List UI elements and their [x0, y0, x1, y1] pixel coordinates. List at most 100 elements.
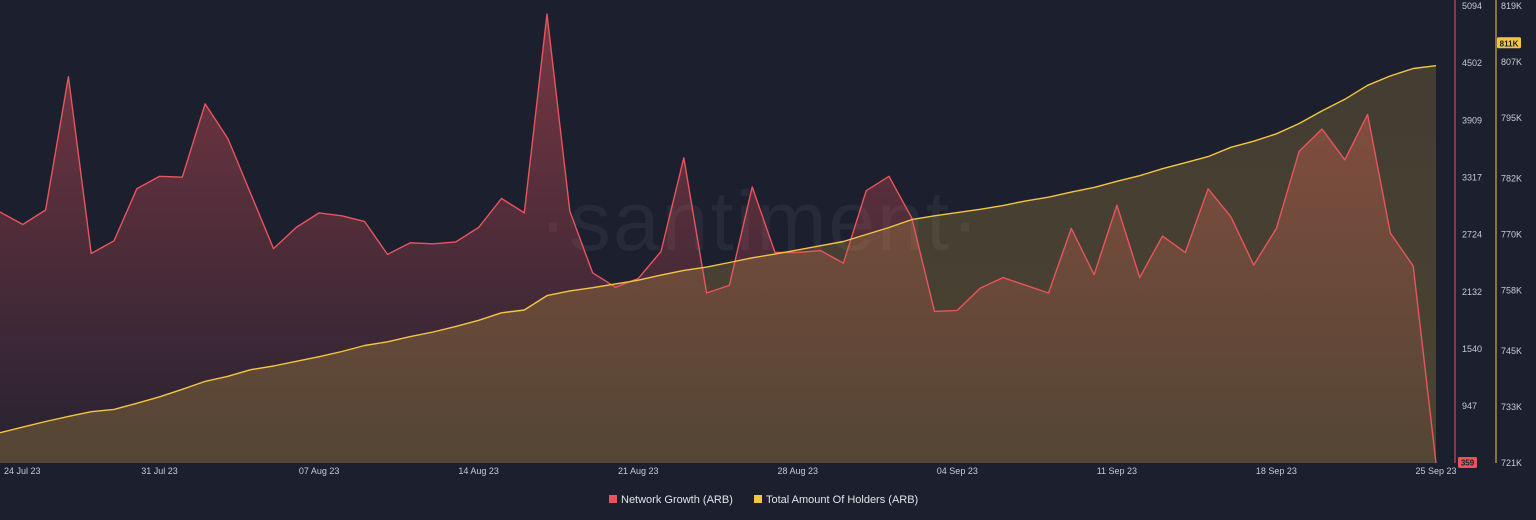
- network-growth-point: [751, 186, 753, 188]
- total-holders-point: [272, 365, 274, 367]
- total-holders-line: [0, 65, 1437, 434]
- right-axis-tick: 745K: [1501, 346, 1522, 356]
- network-growth-point: [1047, 292, 1049, 294]
- total-holders-point: [637, 279, 639, 281]
- total-holders-point: [1184, 161, 1186, 163]
- total-holders-point: [181, 388, 183, 390]
- total-holders-point: [797, 249, 799, 251]
- network-growth-point: [1002, 276, 1004, 278]
- total-holders-point: [363, 344, 365, 346]
- network-growth-point: [477, 226, 479, 228]
- network-growth-point: [341, 215, 343, 217]
- total-holders-point: [1002, 204, 1004, 206]
- network-growth-point: [432, 243, 434, 245]
- legend-swatch-network-growth: [609, 495, 617, 503]
- network-growth-point: [842, 262, 844, 264]
- network-growth-point: [614, 286, 616, 288]
- total-holders-point: [1275, 133, 1277, 135]
- total-holders-point: [1412, 67, 1414, 69]
- total-holders-point: [44, 420, 46, 422]
- total-holders-point: [751, 257, 753, 259]
- network-growth-point: [44, 209, 46, 211]
- total-holders-point: [1138, 175, 1140, 177]
- network-growth-point: [705, 292, 707, 294]
- network-growth-point: [1230, 216, 1232, 218]
- total-holders-point: [933, 215, 935, 217]
- total-holders-point: [774, 253, 776, 255]
- total-holders-point: [614, 283, 616, 285]
- network-growth-point: [1184, 251, 1186, 253]
- network-growth-point: [136, 188, 138, 190]
- left-axis-tick: 1540: [1462, 344, 1482, 354]
- total-holders-point: [888, 226, 890, 228]
- total-holders-point: [1435, 64, 1437, 66]
- total-holders-point: [1047, 196, 1049, 198]
- legend-label-total-holders: Total Amount Of Holders (ARB): [766, 494, 918, 506]
- network-growth-point: [1093, 273, 1095, 275]
- plot-area: [0, 13, 1437, 464]
- network-growth-point: [158, 175, 160, 177]
- network-growth-point: [1138, 276, 1140, 278]
- network-growth-point: [797, 251, 799, 253]
- left-axis-tick: 2724: [1462, 230, 1482, 240]
- total-holders-point: [1321, 110, 1323, 112]
- network-growth-point: [569, 210, 571, 212]
- right-axis-tick: 770K: [1501, 230, 1522, 240]
- total-holders-point: [1344, 98, 1346, 100]
- total-holders-point: [979, 208, 981, 210]
- total-holders-point: [295, 360, 297, 362]
- network-growth-point: [1298, 150, 1300, 152]
- total-holders-point: [1230, 146, 1232, 148]
- total-holders-point: [136, 402, 138, 404]
- left-current-badge: [1458, 457, 1477, 468]
- x-axis-tick: 24 Jul 23: [4, 466, 41, 476]
- x-axis-tick: 21 Aug 23: [618, 466, 659, 476]
- left-current-value: 359: [1461, 459, 1475, 468]
- network-growth-point: [409, 242, 411, 244]
- network-growth-point: [683, 157, 685, 159]
- network-growth-point: [1207, 188, 1209, 190]
- total-holders-point: [1093, 186, 1095, 188]
- total-holders-point: [956, 211, 958, 213]
- total-holders-point: [113, 408, 115, 410]
- network-growth-point: [819, 249, 821, 251]
- total-holders-point: [250, 369, 252, 371]
- x-axis-tick: 04 Sep 23: [937, 466, 978, 476]
- network-growth-point: [22, 223, 24, 225]
- total-holders-point: [477, 319, 479, 321]
- total-holders-point: [1366, 84, 1368, 86]
- left-axis-tick: 3909: [1462, 115, 1482, 125]
- x-axis-tick: 07 Aug 23: [299, 466, 340, 476]
- network-growth-point: [1389, 232, 1391, 234]
- network-growth-point: [933, 310, 935, 312]
- axes: 5094 4502 3909 3317 2724 2132 1540 947 819K 807K 7…: [4, 0, 1522, 476]
- network-growth-point: [67, 76, 69, 78]
- total-holders-point: [500, 312, 502, 314]
- total-holders-point: [67, 415, 69, 417]
- total-holders-point: [1207, 155, 1209, 157]
- total-holders-point: [22, 426, 24, 428]
- total-holders-area: [0, 65, 1436, 463]
- network-growth-line: [0, 13, 1437, 464]
- total-holders-point: [865, 233, 867, 235]
- right-axis-tick: 721K: [1501, 458, 1522, 468]
- left-axis-tick: 5094: [1462, 1, 1482, 11]
- right-axis-tick: 782K: [1501, 174, 1522, 184]
- network-growth-point: [1025, 284, 1027, 286]
- network-growth-point: [1412, 265, 1414, 267]
- total-holders-point: [1252, 140, 1254, 142]
- total-holders-point: [728, 261, 730, 263]
- total-holders-point: [705, 266, 707, 268]
- network-growth-point: [295, 226, 297, 228]
- total-holders-point: [911, 218, 913, 220]
- network-growth-point: [1275, 227, 1277, 229]
- network-growth-point: [523, 212, 525, 214]
- network-growth-point: [1344, 159, 1346, 161]
- network-growth-point: [546, 13, 548, 15]
- right-axis-tick: 758K: [1501, 285, 1522, 295]
- network-growth-point: [1435, 462, 1437, 464]
- network-growth-point: [227, 137, 229, 139]
- network-growth-point: [888, 175, 890, 177]
- left-axis-tick: 2132: [1462, 287, 1482, 297]
